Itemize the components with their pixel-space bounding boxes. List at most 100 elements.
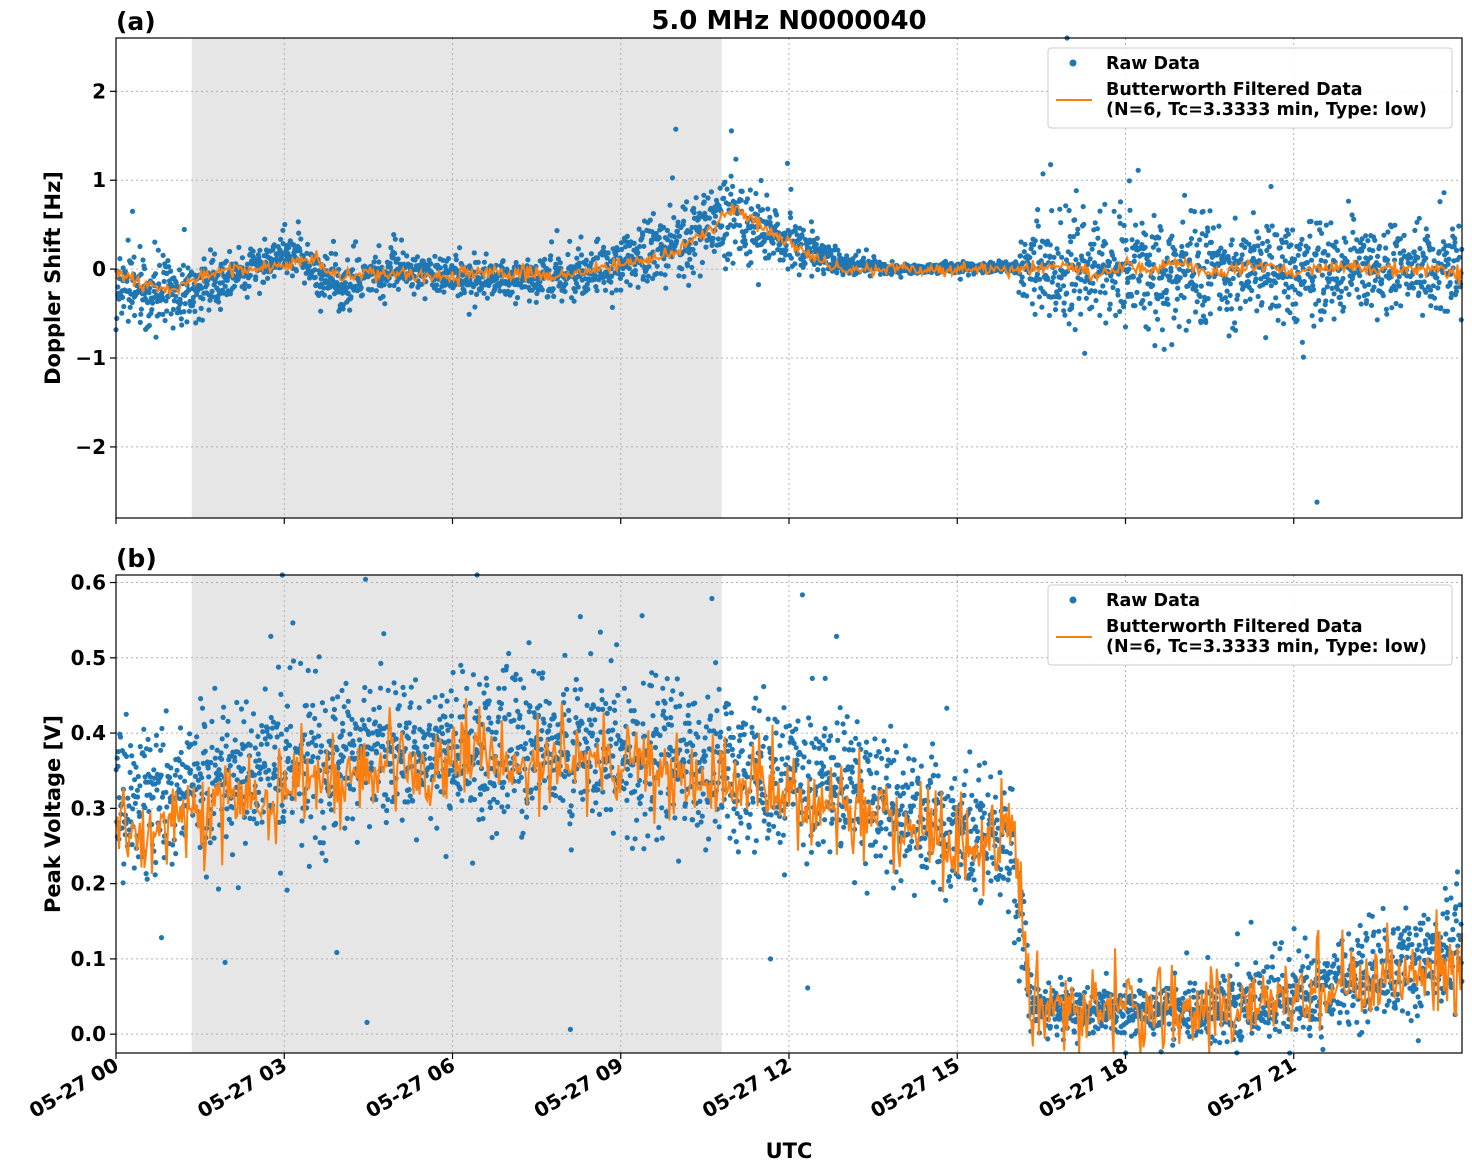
raw-data-point (1268, 283, 1274, 289)
raw-data-point (647, 781, 653, 787)
raw-data-point (826, 738, 832, 744)
raw-data-point (207, 840, 213, 846)
raw-data-point (635, 782, 641, 788)
raw-data-point (620, 271, 626, 278)
raw-data-point (507, 760, 513, 766)
raw-data-point (295, 219, 301, 225)
raw-data-point (613, 741, 619, 747)
raw-data-point (806, 759, 812, 765)
raw-data-point (632, 268, 638, 274)
raw-data-point (742, 241, 749, 247)
raw-data-point (782, 230, 788, 236)
raw-data-point (565, 752, 571, 758)
raw-data-point (412, 677, 419, 683)
raw-data-point (253, 274, 259, 280)
raw-data-point (731, 806, 737, 812)
raw-data-point (135, 794, 141, 800)
raw-data-point (574, 696, 581, 702)
raw-data-point (586, 717, 593, 723)
raw-data-point (784, 160, 791, 166)
raw-data-point (1392, 257, 1398, 263)
raw-data-point (203, 874, 209, 880)
raw-data-point (318, 308, 324, 314)
raw-data-point (202, 723, 208, 730)
raw-data-point (1273, 295, 1279, 301)
raw-data-point (1416, 290, 1422, 296)
raw-data-point (209, 288, 215, 294)
raw-data-point (1283, 239, 1289, 245)
raw-data-point (178, 300, 184, 306)
raw-data-point (1074, 231, 1080, 237)
raw-data-point (692, 751, 698, 757)
raw-data-point (1300, 354, 1306, 360)
raw-data-point (209, 744, 215, 751)
raw-data-point (788, 214, 794, 221)
raw-data-point (766, 745, 773, 751)
raw-data-point (653, 672, 659, 678)
raw-data-point (798, 782, 804, 788)
raw-data-point (1113, 312, 1119, 318)
raw-data-point (373, 796, 379, 803)
raw-data-point (312, 715, 318, 722)
raw-data-point (391, 680, 397, 686)
raw-data-point (454, 744, 460, 750)
raw-data-point (129, 842, 135, 848)
raw-data-point (519, 808, 525, 815)
raw-data-point (1292, 287, 1298, 293)
raw-data-point (639, 613, 645, 619)
raw-data-point (662, 726, 668, 732)
raw-data-point (120, 294, 126, 300)
raw-data-point (1130, 274, 1136, 280)
raw-data-point (800, 842, 806, 848)
raw-data-point (380, 732, 386, 738)
raw-data-point (368, 760, 374, 766)
raw-data-point (1087, 256, 1093, 262)
raw-data-point (229, 852, 236, 858)
raw-data-point (414, 745, 420, 751)
raw-data-point (659, 805, 665, 811)
raw-data-point (390, 255, 397, 261)
raw-data-point (791, 740, 797, 747)
raw-data-point (138, 271, 144, 277)
raw-data-point (331, 706, 337, 713)
raw-data-point (1246, 241, 1252, 247)
raw-data-point (629, 845, 636, 852)
raw-data-point (151, 288, 157, 294)
raw-data-point (1046, 312, 1052, 319)
raw-data-point (285, 755, 291, 762)
raw-data-point (1095, 235, 1101, 241)
raw-data-point (762, 248, 768, 254)
raw-data-point (383, 792, 389, 798)
raw-data-point (571, 298, 577, 304)
raw-data-point (406, 787, 412, 793)
raw-data-point (409, 281, 415, 288)
raw-data-point (793, 726, 799, 732)
raw-data-point (427, 755, 433, 762)
raw-data-point (231, 283, 238, 289)
raw-data-point (501, 685, 507, 691)
raw-data-point (1448, 294, 1454, 301)
raw-data-point (410, 798, 416, 804)
raw-data-point (168, 311, 174, 317)
raw-data-point (393, 690, 399, 696)
raw-data-point (426, 722, 433, 728)
raw-data-point (1191, 209, 1198, 215)
raw-data-point (1028, 246, 1034, 252)
raw-data-point (387, 264, 393, 270)
raw-data-point (761, 818, 767, 824)
raw-data-point (822, 725, 828, 732)
raw-data-point (714, 743, 721, 750)
raw-data-point (147, 747, 153, 753)
raw-data-point (714, 708, 720, 714)
raw-data-point (1081, 221, 1087, 227)
raw-data-point (550, 286, 556, 292)
y-tick-label: −2 (75, 435, 106, 459)
raw-data-point (705, 694, 711, 700)
raw-data-point (1151, 212, 1157, 219)
raw-data-point (627, 282, 633, 288)
raw-data-point (621, 786, 627, 792)
raw-data-point (1156, 247, 1162, 253)
raw-data-point (777, 743, 783, 749)
raw-data-point (716, 686, 722, 692)
raw-data-point (474, 291, 480, 297)
